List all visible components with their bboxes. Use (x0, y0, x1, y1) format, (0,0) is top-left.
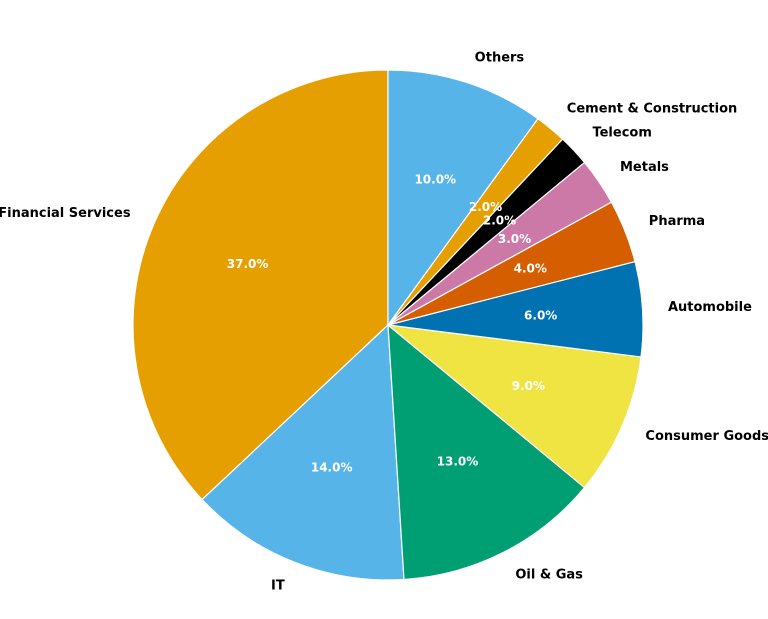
category-label-telecom: Telecom (592, 125, 651, 140)
category-label-financial-services: Financial Services (0, 206, 131, 221)
pie-slice-consumer-goods (386, 324, 642, 489)
pie-slice-financial-services (132, 69, 389, 501)
pct-label-automobile: 6.0% (524, 308, 557, 322)
pct-label-cement-and-construction: 2.0% (469, 200, 502, 214)
pct-label-metals: 3.0% (498, 232, 531, 246)
pct-label-financial-services: 37.0% (227, 257, 269, 271)
pct-label-others: 10.0% (414, 172, 456, 186)
category-label-it: IT (271, 578, 285, 593)
pct-label-oil-and-gas: 13.0% (437, 454, 479, 468)
pie-slice-it (201, 323, 405, 581)
category-label-others: Others (475, 51, 525, 66)
category-label-oil-and-gas: Oil & Gas (515, 567, 583, 582)
category-label-pharma: Pharma (649, 214, 705, 229)
pct-label-pharma: 4.0% (514, 262, 547, 276)
pct-label-it: 14.0% (311, 460, 353, 474)
category-label-cement-and-construction: Cement & Construction (567, 101, 738, 116)
pie-slice-oil-and-gas (387, 323, 586, 581)
pct-label-telecom: 2.0% (483, 213, 516, 227)
category-label-automobile: Automobile (668, 300, 752, 315)
pie-slice-others (387, 69, 539, 327)
category-label-metals: Metals (620, 160, 669, 175)
category-label-consumer-goods: Consumer Goods (645, 429, 768, 444)
pct-label-consumer-goods: 9.0% (512, 379, 545, 393)
